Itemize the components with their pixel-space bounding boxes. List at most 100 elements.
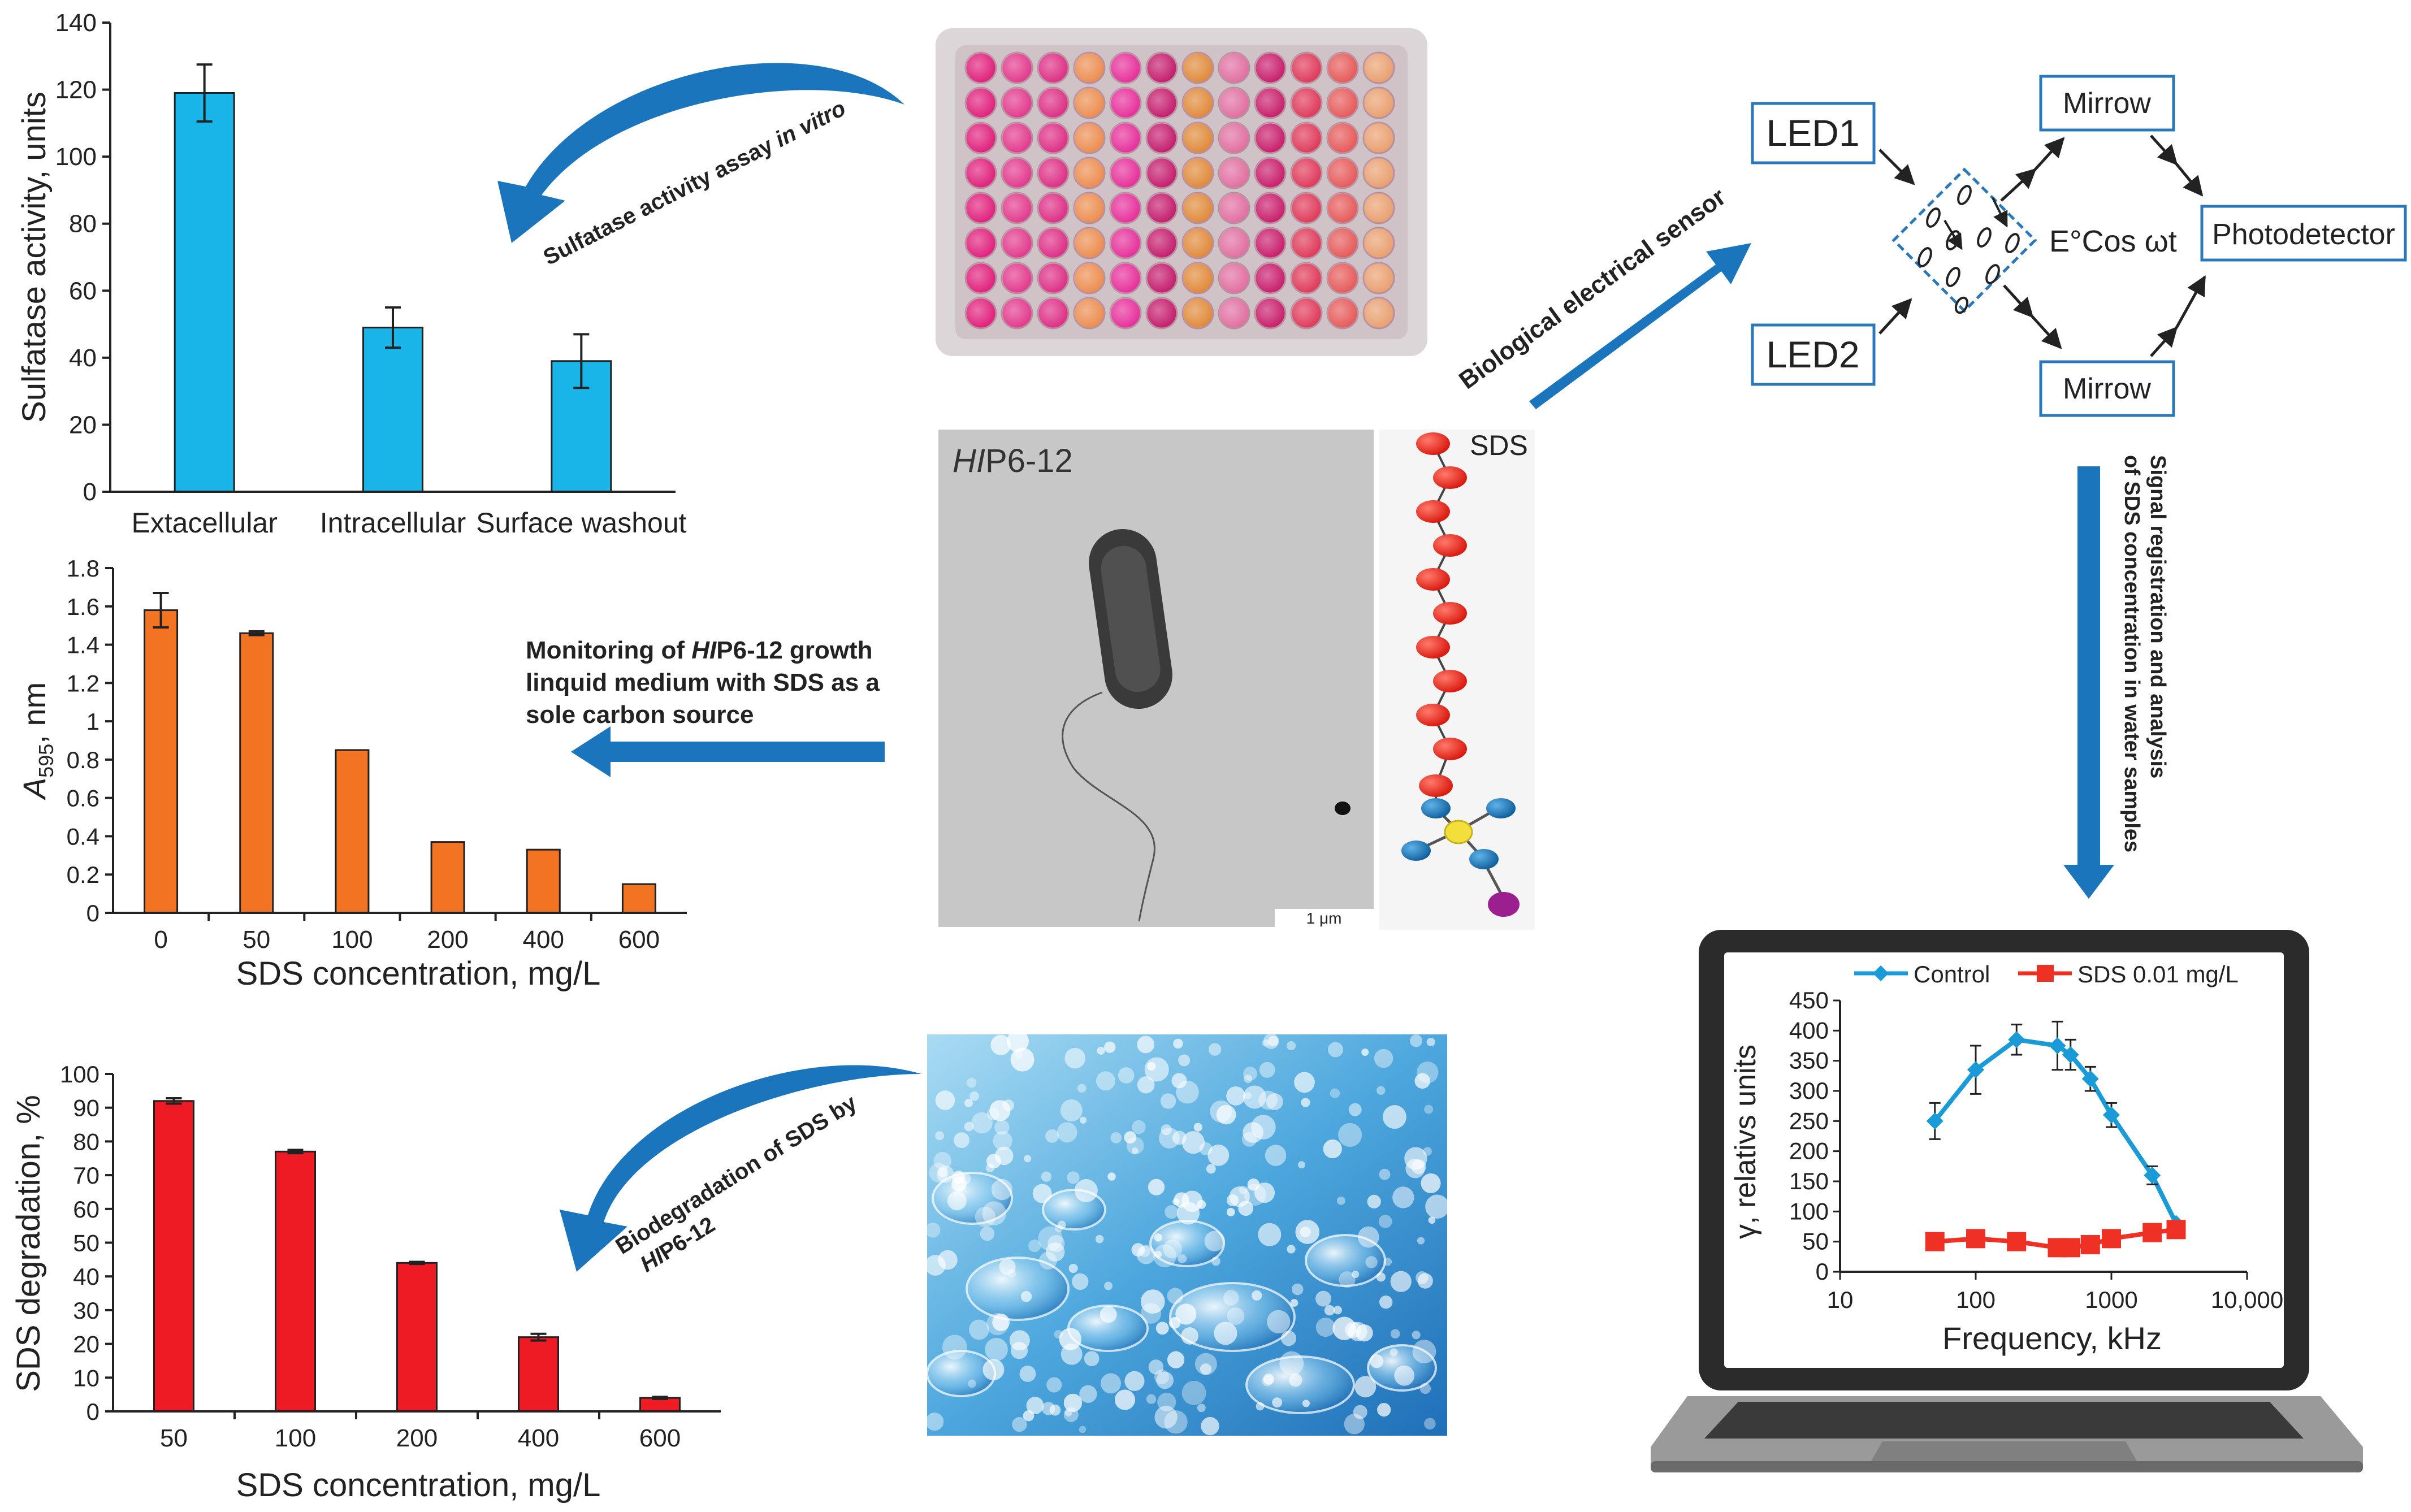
foam-bubble <box>1394 1365 1415 1386</box>
led2-box <box>1751 323 1876 386</box>
foam-bubble <box>1377 1402 1391 1417</box>
foam-bubble <box>1063 1393 1083 1413</box>
well-highlight <box>1110 53 1141 83</box>
carbon-atom <box>1433 466 1467 489</box>
foam-bubble <box>935 1090 955 1110</box>
biodegradation-arrow: Biodegradation of SDS byHIP6-12 <box>560 1065 921 1277</box>
well-highlight <box>966 263 996 293</box>
foam-bubble <box>1110 1132 1122 1143</box>
debris-particle <box>1335 802 1350 815</box>
x-axis-label: Frequency, kHz <box>1942 1320 2162 1356</box>
y-tick-label: 1.2 <box>67 670 99 696</box>
foam-bubble <box>1201 1416 1219 1436</box>
foam-bubble <box>1020 1290 1032 1302</box>
data-point <box>2080 1235 2100 1254</box>
well-highlight <box>1002 88 1032 118</box>
foam-bubble <box>1336 1196 1345 1205</box>
foam-bubble <box>1024 1155 1032 1163</box>
foam-bubble <box>947 1191 967 1211</box>
foam-bubble <box>1104 1281 1113 1290</box>
x-tick-label: 0 <box>154 926 167 954</box>
bar <box>621 883 656 914</box>
foam-bubble <box>1383 1105 1406 1129</box>
foam-bubble <box>1054 1329 1063 1339</box>
y-tick-label: 1.4 <box>67 632 99 658</box>
foam-bubble <box>1263 1033 1279 1049</box>
foam-bubble <box>994 1120 1010 1135</box>
well-highlight <box>1002 228 1032 258</box>
well-highlight <box>1038 158 1068 188</box>
led1-label: LED1 <box>1766 112 1859 154</box>
led2-label: LED2 <box>1766 333 1859 375</box>
well-highlight <box>1255 88 1285 118</box>
y-axis-label: A595, nm <box>16 682 58 800</box>
well-highlight <box>1291 228 1322 258</box>
foam-bubble <box>1045 1242 1065 1262</box>
y-axis-ticks: 0 0.2 0.4 0.6 0.8 1 1.2 1.4 1.6 1.8 <box>67 555 113 926</box>
foam-bubble <box>1281 1331 1297 1346</box>
foam-bubble <box>1068 1263 1078 1273</box>
foam-bubble <box>925 1222 941 1238</box>
foam-bubble <box>1006 1030 1029 1052</box>
y-tick-label: 0.6 <box>67 785 99 812</box>
well-highlight <box>1219 123 1249 153</box>
well-highlight <box>966 193 996 223</box>
well-highlight <box>1038 123 1068 153</box>
foam-bubble <box>1244 1184 1266 1206</box>
foam-bubble <box>1137 1036 1155 1054</box>
foam-bubble <box>1104 1041 1116 1053</box>
well-highlight <box>966 88 996 118</box>
foam-bubble <box>1165 1205 1179 1219</box>
bar <box>362 327 423 493</box>
x-tick-label: 50 <box>243 926 270 954</box>
foam-bubble <box>1238 1201 1254 1216</box>
tem-micrograph: HIP6-12 1 μm <box>938 430 1374 927</box>
y-tick-label: 20 <box>69 411 97 439</box>
well-highlight <box>1219 88 1249 118</box>
well-highlight <box>1219 298 1249 328</box>
foam-bubble <box>1412 1340 1436 1363</box>
foam-bubble <box>1181 1380 1206 1405</box>
foam-bubble <box>1239 1185 1248 1194</box>
foam-bubble <box>1424 1104 1434 1114</box>
bar <box>144 609 179 914</box>
foam-bubble <box>1426 1038 1435 1047</box>
foam-bubble <box>1338 1123 1362 1147</box>
y-tick-label: 400 <box>1789 1017 1829 1043</box>
foam-bubble <box>1171 1073 1187 1089</box>
well-highlight <box>1146 193 1177 223</box>
foam-bubble <box>980 1226 995 1241</box>
well-highlight <box>966 123 996 153</box>
bar <box>153 1100 194 1413</box>
monitoring-arrow: Monitoring of HIP6-12 growth linquid med… <box>526 636 885 777</box>
foam-bubble <box>1131 1147 1139 1154</box>
foam-bubble <box>1046 1377 1062 1393</box>
foam-bubble <box>1060 1099 1083 1121</box>
well-highlight <box>1074 263 1105 293</box>
frequency-response-chart: 0 50 100 150 200 250 300 350 400 450 10 100 1000 10,0… <box>1729 961 2283 1356</box>
foam-bubble <box>1323 1139 1342 1159</box>
foam-bubble <box>1374 1049 1393 1068</box>
foam-bubble <box>1226 1207 1235 1216</box>
sds-label: SDS <box>1470 430 1528 461</box>
y-tick-label: 140 <box>55 9 97 37</box>
foam-bubble <box>1376 1272 1386 1282</box>
foam-bubble <box>985 1337 1008 1361</box>
foam-bubble <box>1095 1234 1104 1244</box>
well-highlight <box>1183 298 1213 328</box>
growth-a595-chart: 0 0.2 0.4 0.6 0.8 1 1.2 1.4 1.6 1.8 0 50 100 200 400 6… <box>16 555 687 992</box>
data-point <box>1967 1061 1984 1078</box>
foam-bubble <box>1332 1316 1356 1340</box>
foam-bubble <box>1107 1172 1116 1181</box>
y-tick-label: 350 <box>1789 1047 1829 1074</box>
mirror-top-label: Mirrow <box>2063 87 2151 120</box>
foam-bubble <box>1259 1062 1275 1078</box>
y-tick-label: 30 <box>73 1297 99 1324</box>
y-tick-label: 300 <box>1789 1077 1829 1104</box>
well-highlight <box>1255 193 1285 223</box>
data-point <box>2062 1046 2079 1063</box>
foam-bubble <box>1291 1283 1304 1296</box>
foam-bubble <box>1279 1351 1304 1376</box>
foam-bubble <box>1157 1392 1176 1412</box>
foam-bubble <box>969 1091 979 1101</box>
